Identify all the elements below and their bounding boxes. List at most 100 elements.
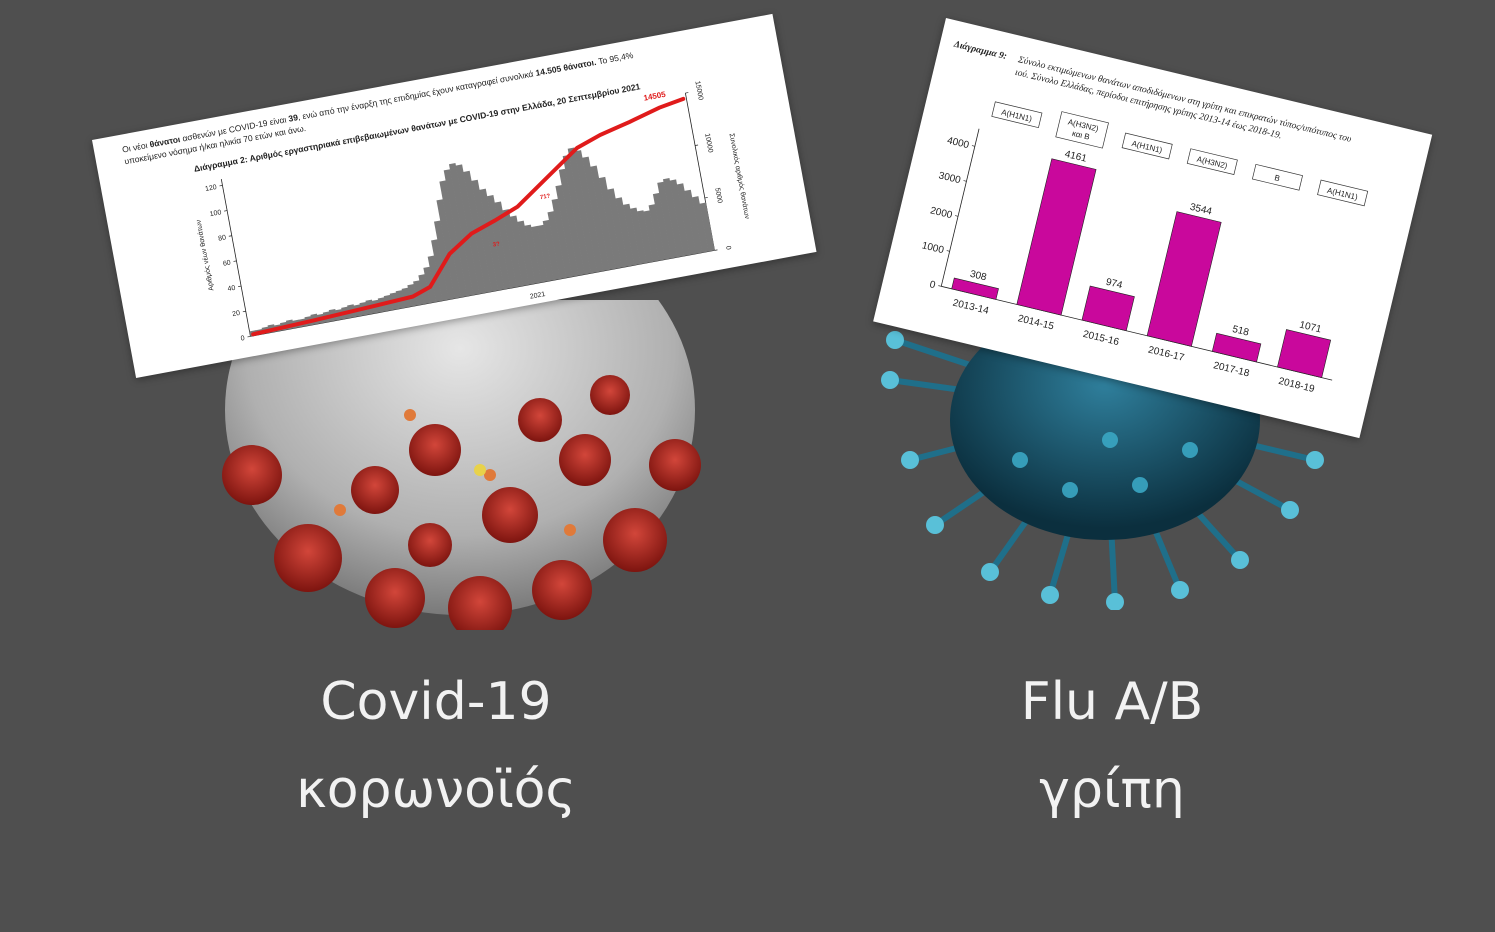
flu-y-tick-mark — [963, 180, 967, 182]
covid-daily-bar — [562, 154, 592, 275]
flu-subtype-box — [1317, 179, 1369, 207]
flu-y-tick-mark — [938, 285, 942, 287]
flu-bar — [1277, 329, 1332, 379]
flu-bar-value-label: 3544 — [1189, 202, 1214, 218]
flu-caption: Flu A/B γρίπη — [912, 666, 1312, 826]
covid-y-tick-mark — [224, 210, 228, 212]
covid-daily-bar — [657, 181, 678, 259]
covid-daily-bar — [486, 195, 511, 290]
flu-chart-subtitle-line2: ιού. Σύνολο Ελλάδας, περίοδοι επιτήρησης… — [1014, 68, 1283, 142]
covid-daily-bar — [567, 147, 598, 274]
flu-bar-value-label: 308 — [969, 269, 988, 284]
flu-subtype-box — [1186, 148, 1238, 175]
covid-daily-bar — [479, 188, 505, 291]
flu-bar — [951, 277, 999, 300]
coronavirus-illustration-icon — [222, 300, 701, 630]
covid-daily-bar — [684, 189, 703, 254]
covid-daily-bar — [622, 203, 641, 266]
flu-bar — [1016, 158, 1097, 316]
flu-bar-value-label: 1071 — [1298, 320, 1323, 336]
covid-daily-bar — [471, 179, 499, 292]
flu-subtype-box — [1055, 111, 1109, 149]
covid-daily-bar — [615, 197, 635, 267]
covid-daily-bar — [537, 224, 554, 282]
covid-daily-bar — [676, 183, 697, 255]
covid-y-tick-mark — [247, 336, 251, 338]
covid-y-tick-mark — [228, 235, 232, 237]
flu-y-tick-label: 1000 — [921, 240, 946, 256]
flu-y-tick-mark — [955, 215, 959, 217]
covid-daily-bar — [691, 196, 709, 253]
flu-category-label: 2014-15 — [1017, 313, 1056, 332]
covid-y-axis-label: Αριθμός νέων θανάτων — [194, 219, 215, 292]
flu-x-axis — [941, 285, 1333, 381]
covid-daily-bar — [547, 211, 567, 280]
flu-y-tick-label: 0 — [928, 279, 936, 291]
covid-daily-bar — [551, 198, 573, 278]
covid-daily-bar — [502, 209, 524, 288]
covid-daily-bar — [636, 210, 653, 264]
covid-daily-bar — [524, 224, 542, 284]
covid-daily-bar — [574, 150, 604, 273]
flu-bar-value-label: 974 — [1105, 277, 1124, 292]
covid-right-y-axis-label: Συνολικός αριθμός θανάτων — [728, 133, 752, 220]
covid-cumulative-line — [251, 96, 686, 337]
flu-subtype-box — [1251, 163, 1303, 191]
flu-subtype-label: B — [1274, 173, 1281, 183]
flu-caption-line1: Flu A/B — [1020, 672, 1204, 732]
covid-y-tick-mark — [233, 260, 237, 262]
covid-daily-bar — [531, 225, 548, 283]
flu-bar — [1081, 285, 1135, 332]
covid-daily-bar — [662, 178, 684, 258]
covid-daily-bar — [648, 204, 666, 261]
covid-y-axis — [220, 179, 251, 337]
covid-right-y-tick-label: 15000 — [693, 80, 703, 101]
covid-annotation-1: 3? — [492, 241, 500, 248]
covid-right-y-tick-mark — [695, 144, 699, 146]
covid-daily-bar — [607, 188, 629, 268]
covid-right-y-tick-label: 5000 — [713, 187, 723, 204]
flu-y-tick-label: 2000 — [929, 205, 954, 221]
covid-y-tick-label: 40 — [227, 285, 236, 293]
flu-caption-line2: γρίπη — [1039, 760, 1185, 820]
covid-y-tick-mark — [242, 310, 246, 313]
covid-daily-bar — [448, 163, 480, 296]
covid-daily-bar — [699, 202, 715, 252]
flu-category-label: 2013-14 — [952, 298, 991, 317]
flu-category-label: 2015-16 — [1082, 329, 1121, 348]
flu-subtype-box — [991, 101, 1043, 129]
covid-daily-bar — [590, 165, 616, 270]
flu-bar — [1146, 211, 1222, 347]
flu-y-tick-mark — [946, 250, 950, 252]
covid-y-tick-label: 0 — [240, 335, 245, 343]
covid-right-y-tick-mark — [704, 197, 708, 199]
covid-daily-bar — [555, 184, 579, 277]
covid-daily-bar — [643, 210, 660, 262]
covid-y-tick-label: 60 — [222, 260, 231, 268]
covid-caption-line2: κορωνοϊός — [296, 760, 576, 820]
flu-y-tick-label: 4000 — [946, 135, 971, 151]
covid-daily-bar — [652, 192, 672, 260]
covid-daily-bar — [669, 179, 691, 257]
covid-daily-bar — [542, 219, 561, 281]
covid-x-tick-2021: 2021 — [529, 291, 546, 301]
covid-annotation-2: 71? — [540, 193, 552, 201]
flu-subtype-box — [1121, 132, 1173, 160]
covid-caption-line1: Covid-19 — [320, 672, 552, 732]
covid-daily-bar — [455, 164, 486, 294]
covid-y-tick-mark — [238, 285, 242, 287]
flu-chart-title: Διάγραμμα 9: — [952, 39, 1008, 63]
covid-daily-bar — [582, 156, 610, 272]
covid-daily-bar — [439, 180, 468, 298]
covid-caption: Covid-19 κορωνοϊός — [236, 666, 636, 826]
covid-y-tick-label: 120 — [205, 184, 218, 193]
flu-y-axis — [940, 128, 980, 287]
flu-bar-value-label: 518 — [1231, 324, 1250, 339]
covid-right-y-tick-label: 0 — [724, 245, 732, 250]
flu-bar — [1211, 332, 1262, 363]
covid-daily-bar — [494, 201, 517, 289]
covid-daily-bar — [509, 215, 530, 286]
covid-right-y-tick-label: 10000 — [703, 133, 713, 154]
flu-category-label: 2017-18 — [1212, 360, 1251, 379]
covid-daily-bar — [517, 220, 536, 285]
